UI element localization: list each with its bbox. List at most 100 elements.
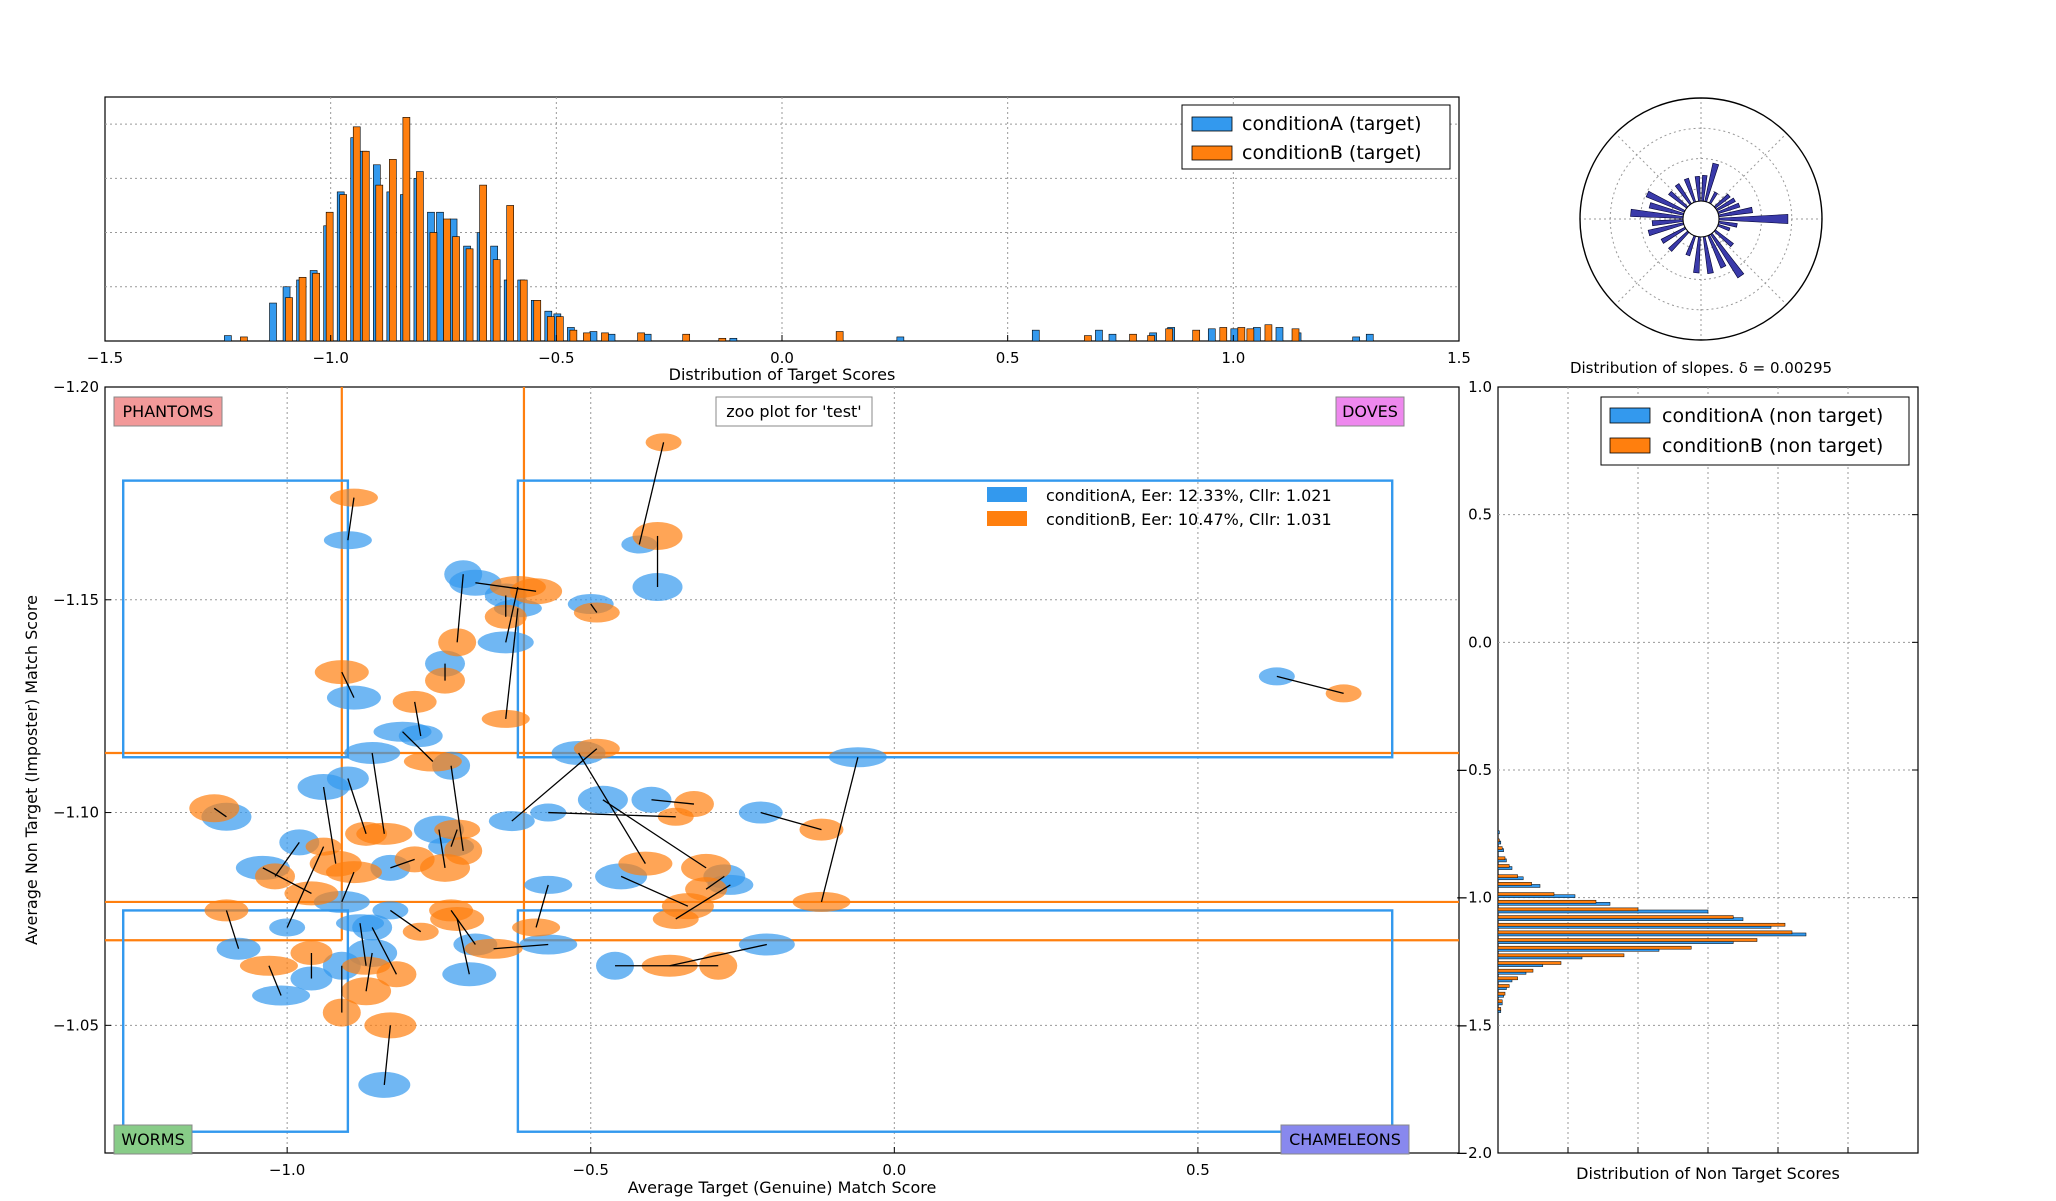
bar-conditionB-nontarget xyxy=(1497,984,1510,988)
bar-conditionB-target xyxy=(492,259,501,342)
polar-frame xyxy=(1579,97,1823,341)
bar-conditionB-target xyxy=(285,297,293,342)
zoo-link-line xyxy=(505,608,519,720)
top-xlabel: Distribution of Target Scores xyxy=(669,365,896,384)
bar-conditionB-target xyxy=(416,171,424,342)
zoo-link-line xyxy=(638,442,665,545)
zoo-ytick-label: −1.10 xyxy=(53,804,99,822)
zoo-link-line xyxy=(456,574,464,643)
bar-conditionB-target xyxy=(556,316,564,342)
zoo-ytick-label: −1.05 xyxy=(53,1016,99,1034)
legend-swatch-a-nontarget xyxy=(1609,407,1651,424)
zoo-link-line xyxy=(390,858,415,869)
zoo-link-line xyxy=(268,965,282,996)
legend-label-a-target: conditionA (target) xyxy=(1242,113,1421,135)
zoo-link-line xyxy=(450,910,476,945)
zoo-link-line xyxy=(760,811,822,831)
right-ytick-label: 0.0 xyxy=(1468,633,1492,651)
bar-conditionB-target xyxy=(506,205,514,342)
bar-conditionB-target xyxy=(1237,327,1246,342)
polar-wedge xyxy=(1708,191,1718,205)
bar-conditionB-nontarget xyxy=(1497,938,1758,942)
bar-conditionB-nontarget xyxy=(1497,961,1562,965)
conditionA-quadrant-box xyxy=(516,909,1394,1133)
bar-conditionB-target xyxy=(312,272,320,342)
zoo-link-line xyxy=(535,884,549,928)
bar-conditionB-nontarget xyxy=(1497,864,1510,868)
right-ytick-label: −1.0 xyxy=(1456,889,1492,907)
bar-conditionB-target xyxy=(402,117,411,342)
right-ytick-label: −1.5 xyxy=(1456,1016,1492,1034)
zoo-link-line xyxy=(371,752,385,834)
bar-conditionB-target xyxy=(339,194,347,342)
bar-conditionB-target xyxy=(443,218,451,342)
zoo-title-box xyxy=(715,396,873,427)
zoo-xtick-label: 0.0 xyxy=(882,1161,906,1179)
zoo-link-line xyxy=(820,757,859,903)
bar-conditionB-nontarget xyxy=(1497,874,1518,878)
polar-wedge xyxy=(1704,162,1720,203)
bar-conditionB-nontarget xyxy=(1497,856,1506,861)
zoo-legend-label-a: conditionA, Eer: 12.33%, Cllr: 1.021 xyxy=(1046,486,1332,505)
bar-conditionB-nontarget xyxy=(1497,976,1518,981)
bar-conditionB-target xyxy=(352,126,361,342)
bar-conditionB-target xyxy=(1084,335,1092,342)
bar-conditionB-target xyxy=(1219,327,1228,342)
zoo-link-line xyxy=(225,910,240,949)
zoo-link-line xyxy=(359,923,367,966)
top-xtick-label: 0.5 xyxy=(996,349,1020,367)
bar-conditionA-target xyxy=(729,337,738,342)
right-ytick-label: 1.0 xyxy=(1468,378,1492,396)
bar-conditionB-nontarget xyxy=(1497,930,1793,935)
zoo-legend-label-b: conditionB, Eer: 10.47%, Cllr: 1.031 xyxy=(1046,510,1332,529)
zoo-link-line xyxy=(274,841,300,877)
conditionA-quadrant-box xyxy=(122,479,350,759)
bar-conditionB-nontarget xyxy=(1497,922,1786,927)
bar-conditionB-target xyxy=(1246,328,1255,342)
bar-conditionB-target xyxy=(1291,328,1300,342)
zoo-link-line xyxy=(414,701,422,737)
polar-title: Distribution of slopes. δ = 0.00295 xyxy=(1570,359,1832,377)
bar-conditionB-target xyxy=(1147,335,1155,342)
zoo-link-line xyxy=(322,786,337,864)
doves-label: DOVES xyxy=(1342,402,1398,421)
bar-conditionA-target xyxy=(1352,336,1361,342)
bar-conditionA-target xyxy=(1031,329,1040,342)
zoo-link-line xyxy=(475,582,537,592)
zoo-link-line xyxy=(450,829,458,847)
bar-conditionB-nontarget xyxy=(1497,899,1597,904)
zoo-link-line xyxy=(620,875,689,907)
polar-spoke xyxy=(1615,133,1702,220)
zoo-link-line xyxy=(450,765,464,851)
zoo-link-line xyxy=(438,829,446,868)
top-xtick-label: 0.0 xyxy=(770,349,794,367)
bar-conditionA-target xyxy=(589,331,598,342)
doves-label-box xyxy=(1335,396,1405,427)
bar-conditionB-target xyxy=(240,336,248,342)
bar-conditionB-target xyxy=(601,332,609,342)
bar-conditionB-target xyxy=(389,159,397,342)
zoo-xtick-label: −0.5 xyxy=(573,1161,609,1179)
polar-spoke xyxy=(1700,133,1787,220)
zoo-link-line xyxy=(371,927,398,975)
zoo-ytick-label: −1.20 xyxy=(53,378,99,396)
zoo-link-line xyxy=(262,867,312,894)
bar-conditionB-nontarget xyxy=(1497,915,1734,919)
legend-swatch-b-target xyxy=(1191,145,1233,161)
bar-conditionB-nontarget xyxy=(1497,907,1639,912)
bar-conditionB-nontarget xyxy=(1497,846,1503,850)
chameleons-label-box xyxy=(1280,1124,1410,1155)
nontarget-score-histogram: 1.0 0.5 0.0 −0.5 −1.0 −1.5 −2.0 Distribution o… xyxy=(1456,378,1919,1183)
zoo-link-line xyxy=(341,671,355,698)
zoo-legend-swatch-b xyxy=(987,511,1027,526)
slopes-polar-plot: Distribution of slopes. δ = 0.00295 xyxy=(1570,97,1832,377)
target-score-histogram: −1.5 −1.0 −0.5 0.0 0.5 1.0 1.5 Distribution of… xyxy=(87,96,1471,384)
bar-conditionB-target xyxy=(682,333,691,342)
right-legend: conditionA (non target) conditionB (non … xyxy=(1600,396,1910,466)
right-xlabel: Distribution of Non Target Scores xyxy=(1576,1164,1840,1183)
bar-conditionA-target xyxy=(607,333,616,342)
zoo-link-lines xyxy=(213,442,1344,1085)
bar-conditionA-target xyxy=(1207,328,1216,342)
bar-conditionA-nontarget xyxy=(1497,830,1500,835)
